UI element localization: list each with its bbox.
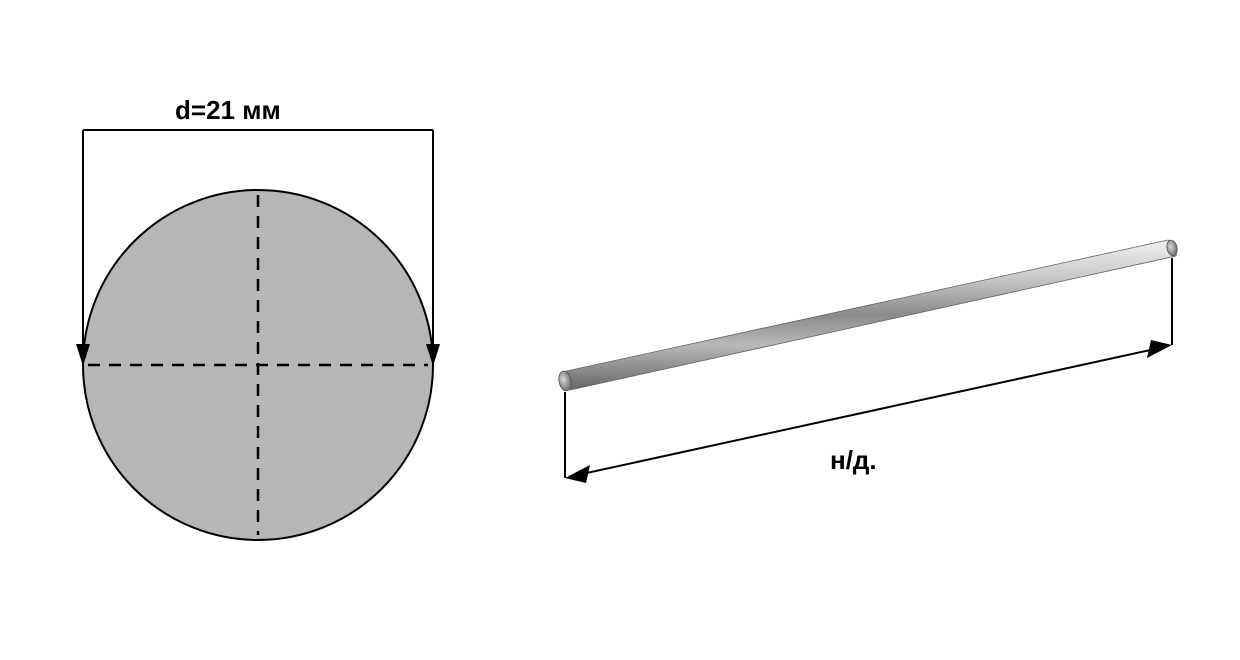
diagram-canvas: d=21 мм н/д.: [0, 0, 1240, 660]
rod-dim-left-arrow: [565, 465, 590, 483]
rod-group: [557, 239, 1179, 392]
length-label: н/д.: [830, 445, 877, 476]
diameter-label: d=21 мм: [175, 95, 281, 126]
rod-dim-right-arrow: [1147, 340, 1172, 358]
rod-body: [561, 240, 1176, 390]
